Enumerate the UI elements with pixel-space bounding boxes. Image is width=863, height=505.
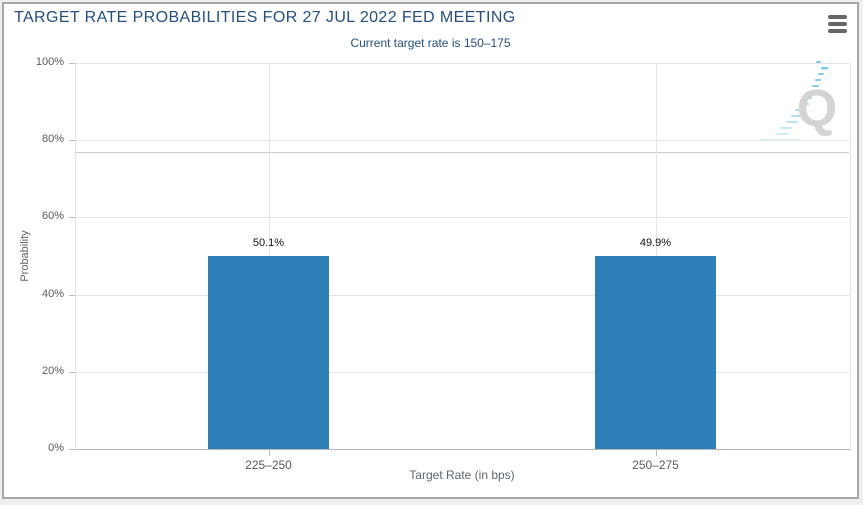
x-tick-mark bbox=[268, 450, 270, 456]
bar-value-label: 49.9% bbox=[639, 237, 672, 250]
plot-area bbox=[75, 63, 851, 450]
y-tick-label: 40% bbox=[41, 287, 64, 300]
hamburger-bar bbox=[828, 29, 847, 33]
y-tick-mark bbox=[69, 449, 75, 450]
y-tick-label: 80% bbox=[41, 133, 64, 146]
y-tick-label: 60% bbox=[41, 210, 64, 223]
watermark-q: Q bbox=[797, 80, 837, 138]
bar[interactable] bbox=[208, 255, 329, 449]
y-axis-title: Probability bbox=[19, 230, 31, 282]
y-tick-mark bbox=[69, 217, 75, 219]
chart-subtitle: Current target rate is 150–175 bbox=[350, 36, 511, 50]
y-tick-mark bbox=[69, 63, 75, 64]
y-tick-mark bbox=[69, 371, 75, 373]
y-gridline bbox=[75, 63, 849, 64]
x-tick-label: 250–275 bbox=[632, 458, 679, 472]
y-tick-mark bbox=[69, 140, 75, 142]
watermark-logo: Q bbox=[760, 61, 837, 141]
x-gridline bbox=[655, 63, 657, 449]
chart-title: TARGET RATE PROBABILITIES FOR 27 JUL 202… bbox=[14, 9, 516, 26]
x-axis-title: Target Rate (in bps) bbox=[409, 468, 515, 482]
bar-value-label: 50.1% bbox=[252, 236, 285, 249]
x-tick-label: 225–250 bbox=[245, 458, 292, 472]
y-gridline bbox=[75, 294, 849, 296]
y-gridline bbox=[75, 217, 849, 219]
y-tick-label: 100% bbox=[35, 56, 64, 68]
y-tick-label: 0% bbox=[48, 442, 64, 454]
hamburger-bar bbox=[828, 22, 847, 26]
y-gridline bbox=[75, 371, 849, 373]
bar[interactable] bbox=[595, 256, 716, 449]
y-gridline bbox=[75, 140, 849, 142]
y-tick-label: 20% bbox=[41, 364, 64, 377]
chart-region: TARGET RATE PROBABILITIES FOR 27 JUL 202… bbox=[4, 4, 857, 497]
chart-panel: TARGET RATE PROBABILITIES FOR 27 JUL 202… bbox=[2, 2, 859, 499]
hamburger-bar bbox=[828, 15, 847, 19]
x-tick-mark bbox=[655, 450, 657, 456]
extra-plot-line bbox=[75, 151, 849, 153]
y-tick-mark bbox=[69, 294, 75, 296]
hamburger-menu-icon[interactable] bbox=[828, 15, 847, 33]
